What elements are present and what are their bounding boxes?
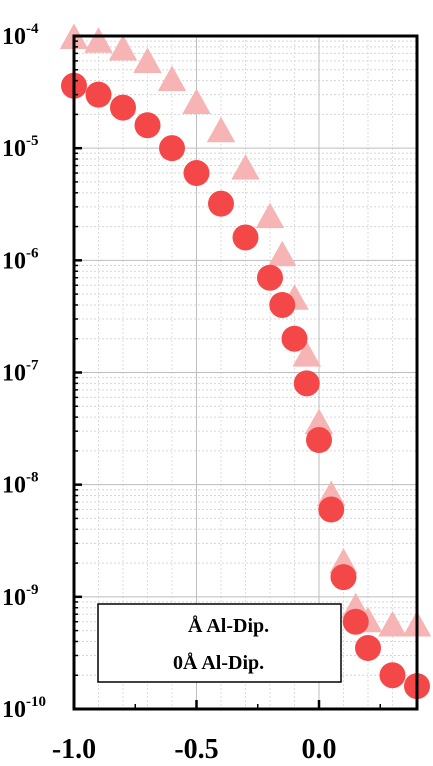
circle-point xyxy=(208,190,234,217)
circle-point xyxy=(110,94,136,121)
circle-point xyxy=(134,112,161,139)
circle-point xyxy=(330,564,357,591)
triangle-point xyxy=(255,202,285,229)
legend-box xyxy=(97,603,342,683)
circle-point xyxy=(342,608,369,635)
y-tick-exponent: -7 xyxy=(26,358,39,374)
triangle-point xyxy=(84,27,113,53)
y-tick-exponent: -10 xyxy=(26,694,46,710)
x-tick-label: -0.5 xyxy=(174,734,218,765)
triangle-point xyxy=(206,116,236,143)
triangle-point xyxy=(231,154,260,180)
circle-point xyxy=(85,81,112,108)
y-tick-label: 10-10 xyxy=(2,694,46,723)
x-tick-label: -1.0 xyxy=(52,734,96,765)
circle-point xyxy=(269,291,296,318)
legend-label-2: 0Å Al-Dip. xyxy=(173,651,264,674)
y-tick-base: 10 xyxy=(2,697,26,723)
tick-marks xyxy=(72,34,381,711)
circle-point xyxy=(183,160,210,187)
y-tick-base: 10 xyxy=(2,248,26,274)
y-tick-exponent: -6 xyxy=(26,245,39,261)
y-tick-base: 10 xyxy=(2,473,26,499)
y-tick-base: 10 xyxy=(2,24,26,50)
circle-point xyxy=(306,427,332,454)
y-tick-label: 10-4 xyxy=(2,21,39,50)
x-tick-labels: -1.0 -0.5 0.0 xyxy=(52,734,337,765)
circle-point xyxy=(159,135,185,162)
y-tick-label: 10-7 xyxy=(2,358,39,387)
series-layer xyxy=(59,23,432,700)
triangle-point xyxy=(292,341,321,367)
circle-point xyxy=(318,496,345,523)
circle-point xyxy=(257,264,283,291)
triangle-point xyxy=(378,610,407,637)
y-tick-base: 10 xyxy=(2,136,26,162)
x-tick-label: 0.0 xyxy=(302,734,337,765)
y-tick-exponent: -5 xyxy=(26,133,39,149)
y-tick-base: 10 xyxy=(2,361,26,387)
circle-point xyxy=(293,370,320,397)
triangle-point xyxy=(108,35,138,61)
circle-point xyxy=(281,325,308,352)
series-1 xyxy=(59,23,432,637)
y-tick-base: 10 xyxy=(2,585,26,611)
triangle-point xyxy=(304,408,334,435)
triangle-point xyxy=(133,47,162,74)
y-tick-label: 10-6 xyxy=(2,245,39,274)
circle-point xyxy=(355,634,381,661)
y-tick-exponent: -4 xyxy=(26,21,39,37)
triangle-point xyxy=(182,88,211,115)
y-tick-label: 10-5 xyxy=(2,133,39,162)
y-tick-exponent: -8 xyxy=(26,470,39,486)
y-tick-label: 10-9 xyxy=(2,582,39,611)
circle-point xyxy=(232,224,259,251)
triangle-point xyxy=(157,65,187,92)
circle-point xyxy=(379,662,406,689)
y-tick-exponent: -9 xyxy=(26,582,39,598)
series-2 xyxy=(61,72,430,700)
triangle-point xyxy=(268,240,297,267)
y-tick-label: 10-8 xyxy=(2,470,39,499)
legend: Å Al-Dip. 0Å Al-Dip. xyxy=(97,603,342,683)
legend-label-1: Å Al-Dip. xyxy=(188,614,269,637)
